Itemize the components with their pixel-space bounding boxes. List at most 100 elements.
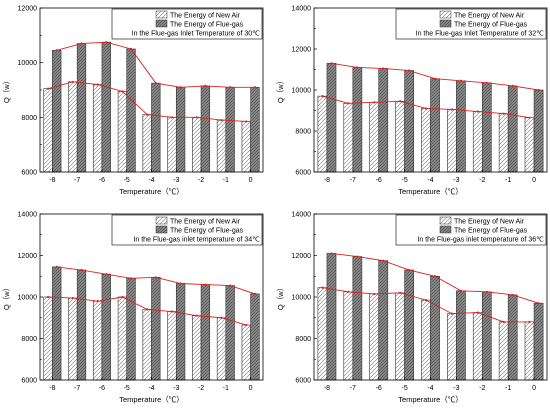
trend-point-new-air--5 [398, 291, 402, 294]
y-tick-label: 10000 [18, 60, 38, 67]
y-tick-label: 12000 [18, 6, 38, 13]
legend-swatch-flue-gas [439, 225, 452, 234]
x-tick-label: -8 [324, 177, 330, 184]
y-axis-label: Q（w） [2, 284, 11, 310]
bar-new-air--5 [395, 292, 405, 381]
x-tick-label: -7 [350, 177, 356, 184]
legend-label-new-air: The Energy of New Air [454, 219, 525, 226]
trend-line-flue-gas [56, 41, 255, 88]
x-tick-label: 0 [249, 177, 253, 184]
legend-swatch-flue-gas [439, 19, 452, 28]
bar-new-air-0 [241, 121, 251, 173]
bar-new-air--2 [192, 315, 202, 381]
y-axis-label: Q（w） [276, 77, 285, 103]
bar-new-air--1 [216, 119, 227, 173]
trend-point-flue-gas--2 [485, 81, 488, 84]
trend-point-flue-gas--7 [80, 268, 83, 272]
trend-point-flue-gas--8 [55, 49, 58, 52]
legend: The Energy of New Air The Energy of Flue-… [395, 214, 547, 246]
y-axis-label: Q（w） [2, 77, 11, 103]
y-tick-label: 6000 [295, 378, 311, 385]
chart-panel-2: 6000 8000 10000 12000 14000 -8 -7 -6 -5 -4 -3 -2 -1 0… [276, 6, 548, 196]
trend-point-new-air--6 [373, 292, 376, 295]
legend-swatch-flue-gas [155, 225, 168, 234]
x-tick-label: -4 [427, 385, 433, 392]
legend: The Energy of New Air The Energy of Flue-… [111, 8, 263, 40]
trend-point-new-air--1 [502, 112, 505, 115]
legend-box [111, 214, 263, 246]
trend-point-flue-gas--8 [55, 265, 58, 269]
trend-point-flue-gas--3 [459, 289, 463, 292]
bar-flue-gas--2 [200, 284, 211, 381]
bar-flue-gas--5 [404, 269, 414, 381]
trend-point-flue-gas--5 [408, 69, 411, 72]
trend-point-flue-gas--8 [330, 252, 333, 255]
legend-label-new-air: The Energy of New Air [454, 13, 525, 20]
trend-point-new-air--5 [398, 100, 402, 103]
trend-point-new-air--2 [476, 311, 479, 314]
x-tick-label: -6 [99, 177, 105, 184]
trend-point-flue-gas--1 [511, 293, 514, 297]
x-tick-label: -5 [401, 385, 407, 392]
bar-flue-gas--1 [225, 285, 235, 381]
bar-new-air--5 [395, 100, 405, 173]
chart-panel-4: 6000 8000 10000 12000 14000 -8 -7 -6 -5 -4 -3 -2 -1 0… [276, 212, 548, 404]
bar-flue-gas-0 [533, 89, 544, 173]
legend-label-new-air: The Energy of New Air [170, 219, 241, 226]
bar-flue-gas--8 [52, 266, 62, 381]
x-tick-label: 0 [532, 385, 536, 392]
legend-swatch-new-air [155, 216, 168, 225]
x-tick-label: -3 [453, 385, 459, 392]
legend-swatch-new-air [439, 216, 452, 225]
bar-flue-gas--1 [225, 86, 235, 173]
trend-point-new-air--8 [321, 286, 324, 289]
legend-label-flue-gas: The Energy of Flue-gas [454, 228, 528, 235]
x-tick-label: -8 [49, 177, 55, 184]
bar-new-air--6 [369, 102, 380, 173]
bar-new-air--4 [421, 108, 431, 173]
y-tick-label: 8000 [21, 336, 37, 343]
trend-point-new-air--7 [71, 296, 74, 300]
bar-flue-gas--6 [378, 68, 389, 173]
bar-new-air--8 [43, 88, 53, 173]
x-tick-label: -5 [124, 385, 130, 392]
y-tick-label: 6000 [295, 170, 311, 177]
legend-note: In the Flue-gas inlet temperature of 34℃ [133, 237, 260, 244]
trend-point-flue-gas--2 [204, 84, 207, 87]
x-tick-label: -7 [74, 177, 80, 184]
bar-flue-gas--5 [126, 278, 136, 381]
trend-point-new-air-0 [245, 120, 248, 123]
bar-new-air--1 [498, 113, 509, 173]
bar-flue-gas--2 [481, 291, 492, 381]
y-tick-label: 10000 [292, 88, 312, 95]
trend-point-flue-gas--1 [229, 86, 232, 89]
x-tick-label: 0 [532, 177, 536, 184]
bar-flue-gas--4 [430, 275, 440, 381]
trend-point-new-air--4 [146, 113, 149, 116]
x-axis-label: Temperature（℃） [119, 187, 184, 196]
bar-new-air--3 [167, 311, 177, 381]
bar-new-air--7 [68, 297, 78, 381]
legend-label-flue-gas: The Energy of Flue-gas [170, 228, 244, 235]
bar-flue-gas--5 [404, 70, 414, 173]
trend-point-new-air--5 [121, 90, 124, 93]
legend-box [395, 214, 547, 246]
trend-point-new-air--8 [46, 87, 50, 90]
trend-point-flue-gas--3 [179, 282, 182, 285]
bar-new-air-0 [524, 321, 535, 381]
y-tick-label: 8000 [21, 115, 37, 122]
x-tick-label: -7 [350, 385, 356, 392]
bar-new-air--4 [142, 309, 152, 381]
x-tick-label: -5 [124, 177, 130, 184]
trend-point-new-air--2 [476, 110, 479, 113]
x-tick-label: -4 [148, 385, 154, 392]
bar-flue-gas--1 [507, 294, 518, 381]
x-tick-label: -5 [401, 177, 407, 184]
trend-point-flue-gas--6 [382, 259, 385, 262]
bar-new-air--7 [343, 291, 354, 381]
x-tick-label: -2 [479, 385, 485, 392]
trend-point-flue-gas--6 [105, 41, 108, 44]
x-axis-label: Temperature（℃） [398, 187, 463, 196]
trend-point-new-air--8 [321, 95, 324, 98]
